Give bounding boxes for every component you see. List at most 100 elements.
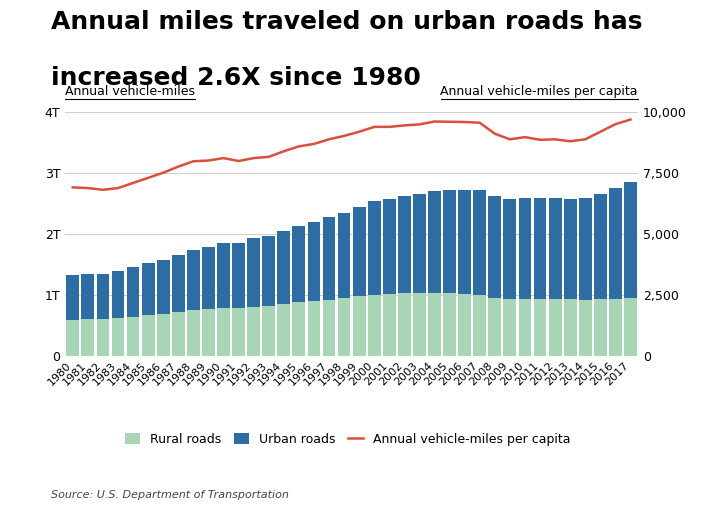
Bar: [518, 299, 531, 356]
Bar: [413, 194, 426, 293]
Annual vehicle-miles per capita: [68, 184, 77, 190]
Bar: [579, 198, 592, 300]
Bar: [96, 274, 109, 320]
Annual vehicle-miles per capita: [430, 118, 439, 124]
Bar: [428, 191, 441, 293]
Text: Annual vehicle-miles per capita: Annual vehicle-miles per capita: [441, 85, 638, 99]
Annual vehicle-miles per capita: [460, 119, 469, 125]
Bar: [534, 199, 547, 299]
Bar: [202, 247, 215, 309]
Bar: [473, 295, 486, 356]
Bar: [413, 293, 426, 356]
Bar: [458, 294, 471, 356]
Bar: [443, 293, 456, 356]
Bar: [232, 243, 245, 308]
Bar: [323, 217, 336, 300]
Bar: [564, 199, 576, 299]
Annual vehicle-miles per capita: [325, 136, 334, 142]
Bar: [443, 190, 456, 293]
Bar: [307, 301, 320, 356]
Text: Annual miles traveled on urban roads has: Annual miles traveled on urban roads has: [51, 10, 642, 34]
Bar: [157, 313, 170, 356]
Bar: [202, 309, 215, 356]
Bar: [96, 320, 109, 356]
Annual vehicle-miles per capita: [204, 157, 212, 164]
Bar: [338, 298, 350, 356]
Annual vehicle-miles per capita: [536, 137, 544, 143]
Annual vehicle-miles per capita: [551, 136, 560, 142]
Annual vehicle-miles per capita: [521, 134, 529, 140]
Bar: [503, 299, 516, 356]
Bar: [323, 300, 336, 356]
Bar: [428, 293, 441, 356]
Bar: [473, 190, 486, 295]
Bar: [609, 188, 622, 299]
Annual vehicle-miles per capita: [596, 129, 605, 135]
Bar: [489, 298, 501, 356]
Bar: [127, 267, 139, 316]
Annual vehicle-miles per capita: [370, 124, 378, 130]
Bar: [67, 320, 79, 356]
Bar: [368, 201, 381, 295]
Text: increased 2.6X since 1980: increased 2.6X since 1980: [51, 66, 420, 90]
Legend: Rural roads, Urban roads, Annual vehicle-miles per capita: Rural roads, Urban roads, Annual vehicle…: [120, 428, 576, 451]
Bar: [383, 294, 396, 356]
Bar: [81, 274, 94, 320]
Annual vehicle-miles per capita: [476, 120, 484, 126]
Bar: [112, 271, 125, 318]
Bar: [594, 299, 607, 356]
Bar: [549, 198, 561, 299]
Annual vehicle-miles per capita: [265, 154, 273, 160]
Annual vehicle-miles per capita: [189, 158, 198, 164]
Bar: [142, 315, 154, 356]
Line: Annual vehicle-miles per capita: Annual vehicle-miles per capita: [72, 119, 631, 190]
Annual vehicle-miles per capita: [415, 121, 424, 128]
Bar: [398, 196, 411, 293]
Annual vehicle-miles per capita: [249, 155, 258, 161]
Annual vehicle-miles per capita: [490, 131, 499, 137]
Bar: [292, 302, 305, 356]
Bar: [383, 199, 396, 294]
Bar: [353, 207, 365, 296]
Bar: [458, 190, 471, 294]
Annual vehicle-miles per capita: [114, 185, 123, 191]
Annual vehicle-miles per capita: [144, 175, 152, 181]
Annual vehicle-miles per capita: [626, 116, 635, 122]
Annual vehicle-miles per capita: [566, 138, 574, 144]
Bar: [398, 293, 411, 356]
Bar: [247, 238, 260, 307]
Annual vehicle-miles per capita: [385, 124, 394, 130]
Bar: [292, 226, 305, 302]
Annual vehicle-miles per capita: [83, 185, 92, 191]
Annual vehicle-miles per capita: [445, 119, 454, 125]
Bar: [247, 307, 260, 356]
Annual vehicle-miles per capita: [174, 164, 183, 170]
Bar: [624, 298, 637, 356]
Annual vehicle-miles per capita: [340, 133, 349, 139]
Annual vehicle-miles per capita: [234, 158, 243, 164]
Annual vehicle-miles per capita: [99, 187, 107, 193]
Annual vehicle-miles per capita: [159, 170, 167, 176]
Bar: [338, 213, 350, 298]
Bar: [278, 231, 290, 304]
Annual vehicle-miles per capita: [279, 148, 288, 154]
Bar: [353, 296, 365, 356]
Bar: [172, 255, 185, 312]
Annual vehicle-miles per capita: [310, 141, 318, 147]
Bar: [187, 310, 200, 356]
Bar: [624, 182, 637, 298]
Annual vehicle-miles per capita: [129, 180, 138, 186]
Annual vehicle-miles per capita: [581, 136, 589, 142]
Bar: [142, 264, 154, 315]
Bar: [67, 275, 79, 320]
Bar: [172, 312, 185, 356]
Bar: [262, 236, 275, 306]
Text: Annual vehicle-miles: Annual vehicle-miles: [65, 85, 195, 99]
Annual vehicle-miles per capita: [294, 143, 303, 149]
Bar: [157, 260, 170, 313]
Bar: [81, 320, 94, 356]
Bar: [518, 198, 531, 299]
Bar: [368, 295, 381, 356]
Bar: [564, 299, 576, 356]
Bar: [217, 243, 230, 308]
